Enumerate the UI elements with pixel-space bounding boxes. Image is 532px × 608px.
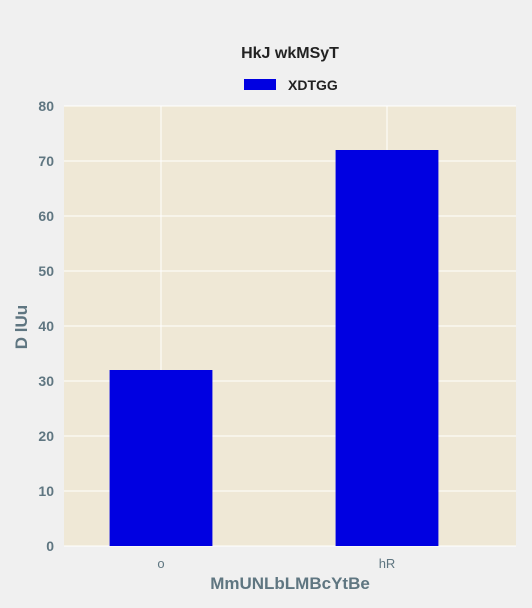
y-tick-label: 20 [38,428,54,444]
y-tick-label: 40 [38,318,54,334]
x-tick-label: hR [379,556,396,571]
legend: XDTGG [244,77,338,93]
y-tick-label: 30 [38,373,54,389]
x-tick-label: o [157,556,164,571]
bar [335,150,439,546]
y-tick-label: 70 [38,153,54,169]
y-tick-label: 80 [38,98,54,114]
y-tick-label: 10 [38,483,54,499]
x-axis-ticks: o hR [157,556,395,571]
y-tick-label: 0 [46,538,54,554]
legend-swatch [244,79,276,90]
y-tick-label: 50 [38,263,54,279]
y-axis-ticks: 0 10 20 30 40 50 60 70 80 [38,98,54,554]
chart-title: HkJ wkMSyT [241,45,339,62]
bar [109,370,213,546]
bars [109,150,439,546]
y-axis-label: D lUu [12,305,31,349]
x-axis-label: MmUNLbLMBcYtBe [210,574,370,593]
y-tick-label: 60 [38,208,54,224]
legend-label: XDTGG [288,77,338,93]
